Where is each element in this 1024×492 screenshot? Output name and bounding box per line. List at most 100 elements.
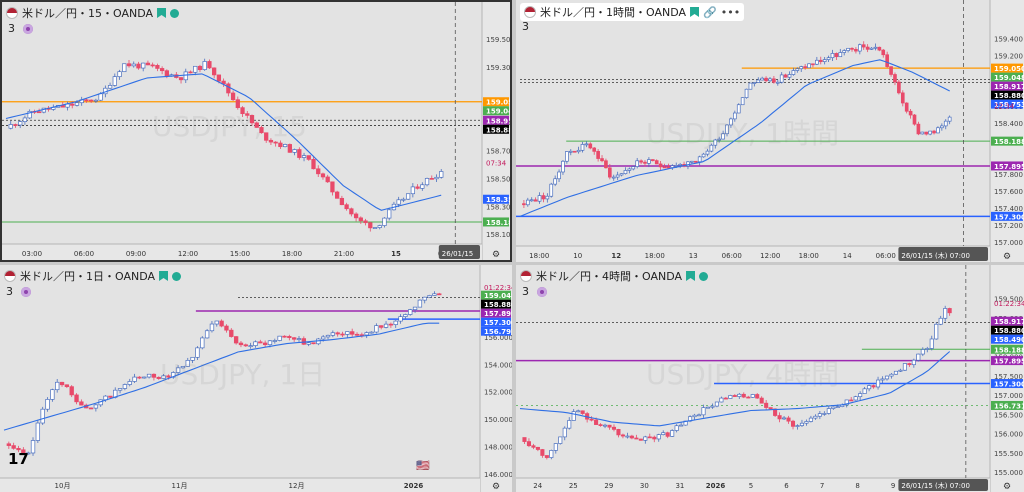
- candle: [132, 373, 137, 383]
- time-axis[interactable]: [516, 246, 990, 262]
- candle: [233, 336, 239, 345]
- chart-panel-4h[interactable]: 159.500159.000158.500158.000157.500157.0…: [516, 265, 1024, 492]
- time-tick-label: 10月: [55, 482, 71, 490]
- price-axis[interactable]: [990, 265, 1024, 492]
- symbol-title[interactable]: 米ドル／円・1時間・OANDA: [540, 6, 687, 19]
- price-label: 159.048: [994, 74, 1024, 82]
- candle: [221, 78, 226, 87]
- candle-body: [330, 332, 336, 336]
- candle: [764, 400, 769, 411]
- candle: [705, 148, 710, 157]
- candle-body: [243, 344, 248, 347]
- candle: [249, 114, 255, 126]
- chart-panel-1d[interactable]: 156.000 154.000 152.000 150.000 148.000 146.0…: [0, 265, 512, 492]
- candle: [137, 376, 142, 380]
- settings-gear-icon[interactable]: ⚙: [1003, 252, 1011, 262]
- candle: [598, 423, 603, 427]
- candle: [306, 341, 311, 347]
- candle-body: [432, 293, 437, 296]
- indicator-toggle-label[interactable]: 3: [8, 22, 15, 35]
- candle-body: [701, 407, 706, 416]
- symbol-header-15m[interactable]: 米ドル／円・15・OANDA: [6, 5, 180, 21]
- time-axis[interactable]: [0, 478, 480, 492]
- indicator-eye-icon[interactable]: [537, 286, 547, 297]
- indicator-toggle-label[interactable]: 3: [522, 285, 529, 298]
- candle-body: [545, 195, 550, 200]
- candle: [795, 424, 800, 430]
- symbol-title[interactable]: 米ドル／円・1日・OANDA: [20, 270, 156, 283]
- symbol-title[interactable]: 米ドル／円・4時間・OANDA: [536, 270, 683, 283]
- candle: [107, 82, 113, 89]
- candle: [799, 419, 804, 428]
- candle-body: [576, 149, 581, 153]
- candle: [596, 149, 600, 162]
- chart-canvas-1h[interactable]: 159.400159.200158.600158.400158.200157.8…: [516, 0, 1024, 262]
- candle: [897, 79, 901, 95]
- indicator-toggle-label[interactable]: 3: [522, 20, 529, 33]
- candle: [576, 146, 581, 154]
- candle: [665, 431, 670, 439]
- candle-body: [214, 320, 219, 325]
- candle-body: [408, 309, 413, 315]
- link-icon[interactable]: 🔗: [703, 5, 717, 19]
- bookmark-icon[interactable]: [157, 8, 167, 18]
- settings-gear-icon[interactable]: ⚙: [492, 250, 500, 260]
- candle: [200, 336, 205, 350]
- time-tick-label: 9: [891, 482, 895, 490]
- indicator-eye-icon[interactable]: [21, 286, 31, 297]
- chart-canvas-1d[interactable]: 156.000 154.000 152.000 150.000 148.000 146.0…: [0, 265, 512, 492]
- settings-gear-icon[interactable]: ⚙: [492, 482, 500, 492]
- indicator-toggle-label[interactable]: 3: [6, 285, 13, 298]
- candle: [658, 160, 663, 171]
- chart-panel-1h[interactable]: 159.400159.200158.600158.400158.200157.8…: [516, 0, 1024, 262]
- indicator-row[interactable]: 3: [522, 285, 547, 298]
- bookmark-icon[interactable]: [690, 7, 700, 17]
- candle: [353, 212, 359, 222]
- candle: [437, 292, 442, 296]
- symbol-header-1d[interactable]: 米ドル／円・1日・OANDA: [4, 268, 182, 284]
- time-axis[interactable]: [2, 244, 482, 260]
- time-tick-label: 2026: [706, 482, 726, 490]
- moving-average-line: [5, 73, 442, 211]
- market-open-icon: [170, 8, 180, 18]
- candle-body: [635, 160, 639, 167]
- candle-body: [947, 116, 952, 122]
- candle-body: [410, 186, 415, 195]
- candle-body: [132, 376, 137, 382]
- indicator-eye-icon[interactable]: [23, 23, 33, 34]
- chart-canvas-4h[interactable]: 159.500159.000158.500158.000157.500157.0…: [516, 265, 1024, 492]
- candle: [717, 136, 722, 143]
- candle-body: [627, 168, 632, 171]
- more-options-icon[interactable]: •••: [720, 5, 741, 19]
- chart-canvas-15m[interactable]: 159.500159.300158.900158.700158.500158.3…: [2, 2, 510, 260]
- candle-body: [557, 171, 561, 180]
- candle-body: [623, 170, 628, 175]
- settings-gear-icon[interactable]: ⚙: [1003, 482, 1011, 492]
- bookmark-icon[interactable]: [686, 271, 696, 281]
- chart-panel-15m[interactable]: 159.500159.300158.900158.700158.500158.3…: [0, 0, 512, 262]
- bookmark-icon[interactable]: [159, 271, 169, 281]
- indicator-row[interactable]: 3: [6, 285, 31, 298]
- indicator-row[interactable]: 3: [522, 20, 529, 33]
- indicator-row[interactable]: 3: [8, 22, 33, 35]
- symbol-watermark: USDJPY, 1日: [160, 358, 326, 391]
- candle: [374, 323, 379, 334]
- candle: [838, 48, 843, 58]
- candle: [287, 143, 292, 153]
- candle: [623, 167, 628, 175]
- candle: [214, 320, 219, 327]
- candle: [858, 43, 862, 55]
- candle: [383, 321, 389, 329]
- candle-body: [746, 396, 751, 399]
- time-axis[interactable]: [516, 478, 990, 492]
- tradingview-logo-icon[interactable]: 17: [8, 450, 29, 468]
- candle: [862, 386, 867, 394]
- candle: [553, 443, 558, 454]
- symbol-header-4h[interactable]: 米ドル／円・4時間・OANDA: [520, 268, 709, 284]
- symbol-title[interactable]: 米ドル／円・15・OANDA: [22, 7, 154, 20]
- candle-body: [525, 199, 530, 206]
- candle-body: [842, 50, 847, 53]
- candle: [209, 320, 215, 333]
- candle: [846, 47, 850, 53]
- symbol-header-1h[interactable]: 米ドル／円・1時間・OANDA 🔗 •••: [520, 3, 745, 21]
